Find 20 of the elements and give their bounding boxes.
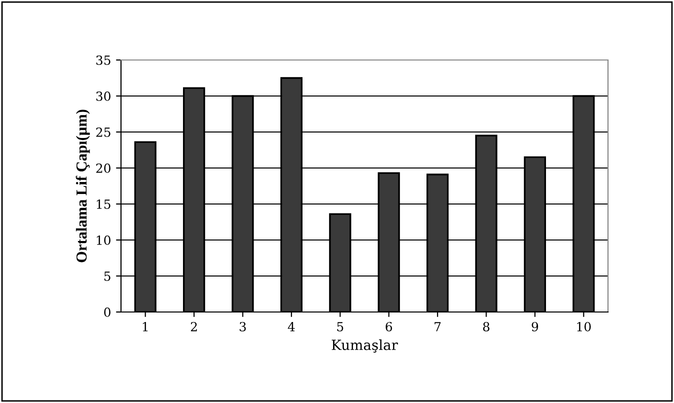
y-tick-label: 30 (96, 91, 110, 101)
y-tick-label: 10 (96, 235, 110, 245)
y-tick-label: 5 (104, 272, 110, 281)
x-tick-label: 3 (240, 322, 246, 332)
y-tick-label: 20 (96, 163, 110, 173)
x-tick-label: 10 (577, 322, 591, 332)
x-tick-label: 5 (337, 322, 344, 332)
x-tick-label: 2 (190, 322, 197, 332)
y-axis-title: Ortalama Lif Çapı(µm) (76, 110, 90, 262)
y-tick-label: 35 (96, 55, 110, 65)
x-tick-label: 7 (434, 322, 441, 332)
x-tick-label: 1 (142, 322, 148, 332)
y-tick-label: 15 (96, 199, 110, 209)
x-tick-label: 9 (532, 322, 538, 332)
x-axis-title: Kumaşlar (332, 339, 398, 353)
x-tick-label: 8 (483, 322, 490, 332)
x-tick-label: 6 (386, 322, 392, 332)
y-tick-label: 0 (104, 307, 110, 317)
x-tick-label: 4 (288, 322, 295, 332)
y-tick-label: 25 (96, 127, 110, 137)
